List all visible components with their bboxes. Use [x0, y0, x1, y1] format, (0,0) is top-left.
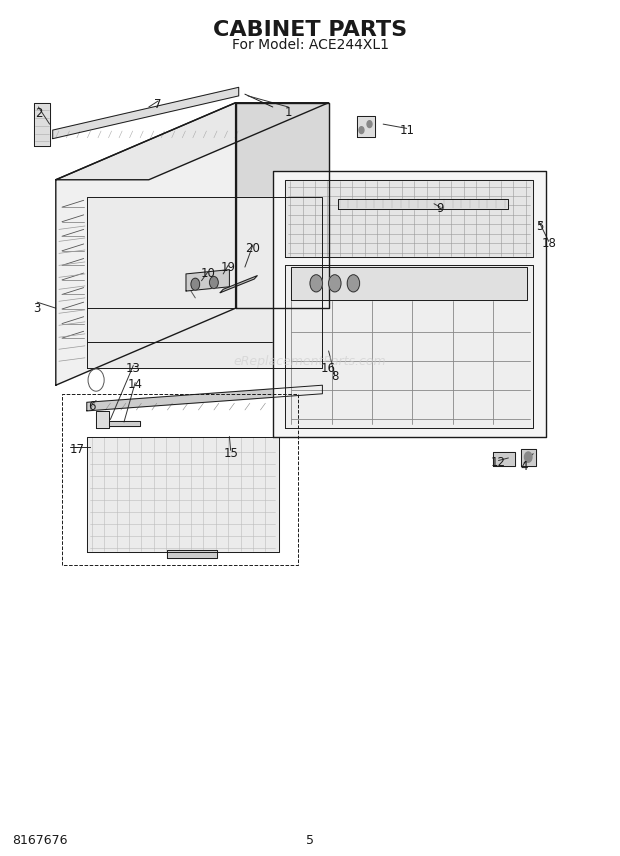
Polygon shape	[56, 103, 236, 385]
Polygon shape	[108, 421, 140, 426]
Polygon shape	[291, 267, 527, 300]
Polygon shape	[34, 103, 50, 146]
Polygon shape	[338, 199, 508, 209]
Text: 3: 3	[33, 301, 41, 315]
Circle shape	[359, 127, 364, 134]
Text: 7: 7	[154, 98, 162, 111]
Text: 11: 11	[399, 123, 414, 137]
Text: 4: 4	[520, 460, 528, 473]
Polygon shape	[356, 116, 375, 137]
Text: 10: 10	[200, 267, 215, 281]
Text: 6: 6	[88, 400, 95, 413]
Text: 18: 18	[541, 237, 556, 251]
Polygon shape	[186, 270, 229, 291]
Circle shape	[525, 452, 532, 462]
Text: CABINET PARTS: CABINET PARTS	[213, 20, 407, 40]
Text: 12: 12	[491, 455, 506, 469]
Circle shape	[310, 275, 322, 292]
Text: 17: 17	[70, 443, 85, 456]
Circle shape	[329, 275, 341, 292]
Text: 13: 13	[126, 361, 141, 375]
Polygon shape	[285, 180, 533, 257]
Polygon shape	[87, 197, 322, 368]
Text: 5: 5	[536, 220, 543, 234]
Text: 9: 9	[436, 201, 444, 215]
Text: 19: 19	[221, 260, 236, 274]
Text: 15: 15	[223, 447, 238, 461]
Polygon shape	[87, 385, 322, 411]
Text: 16: 16	[321, 361, 336, 375]
Circle shape	[367, 121, 372, 128]
Polygon shape	[220, 276, 257, 293]
Text: For Model: ACE244XL1: For Model: ACE244XL1	[231, 39, 389, 52]
Polygon shape	[285, 265, 533, 428]
Polygon shape	[87, 437, 279, 552]
Circle shape	[347, 275, 360, 292]
Polygon shape	[56, 103, 329, 180]
Text: 8167676: 8167676	[12, 834, 68, 847]
Polygon shape	[167, 550, 217, 558]
Polygon shape	[493, 452, 515, 466]
Text: 2: 2	[35, 107, 42, 121]
Text: 5: 5	[306, 834, 314, 847]
Text: 14: 14	[128, 377, 143, 391]
Polygon shape	[521, 449, 536, 466]
Text: eReplacementParts.com: eReplacementParts.com	[234, 354, 386, 368]
Polygon shape	[273, 171, 546, 437]
Text: 1: 1	[285, 106, 292, 120]
Circle shape	[210, 276, 218, 288]
Polygon shape	[53, 87, 239, 139]
Circle shape	[191, 278, 200, 290]
Text: 20: 20	[246, 241, 260, 255]
Polygon shape	[96, 411, 108, 428]
Polygon shape	[236, 103, 329, 308]
Text: 8: 8	[331, 370, 339, 383]
